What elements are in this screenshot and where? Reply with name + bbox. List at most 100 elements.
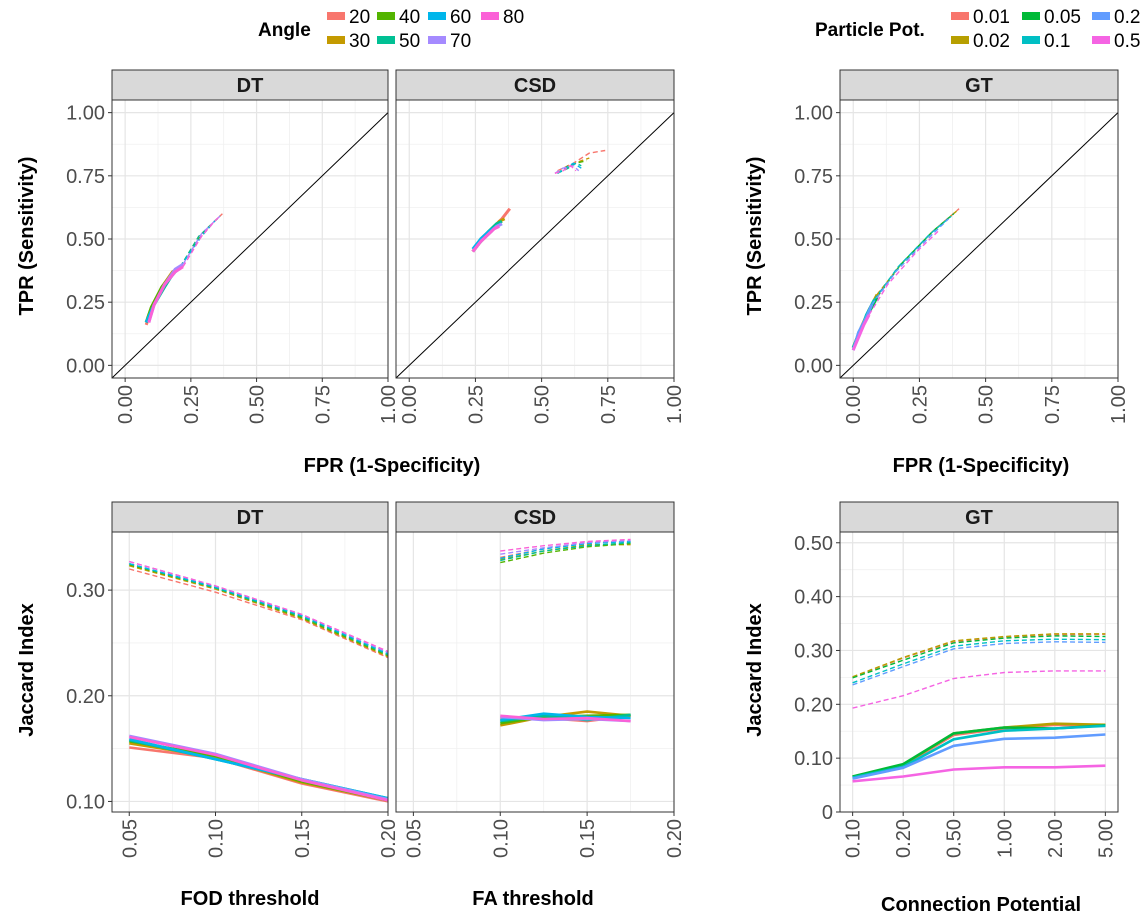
legend-particle-key: [1092, 36, 1110, 44]
legend-particle-label: 0.01: [973, 7, 1010, 28]
x-tick-label: 0.20: [893, 819, 915, 858]
y-tick-label: 0.10: [66, 791, 105, 813]
panel-border: [839, 531, 1119, 813]
strip-jac-dt: DT: [111, 501, 389, 533]
legend-angle-key: [377, 12, 395, 20]
series-line-dashed: [129, 563, 389, 655]
series-80: [147, 215, 221, 323]
strip-jac-csd-label: CSD: [514, 507, 556, 529]
strip-roc-csd-label: CSD: [514, 75, 556, 97]
y-tick-label: 0.50: [66, 229, 105, 251]
legend-angle-item-30: 30: [327, 31, 370, 52]
series-line-dashed: [852, 638, 1106, 684]
strip-roc-gt: GT: [839, 69, 1119, 101]
series-line-dashed: [876, 213, 955, 298]
strip-jac-csd: CSD: [395, 501, 675, 533]
series-line-dashed: [554, 164, 580, 174]
panel-jaccard-dt: 0.10 0.20 0.30 0.05 0.10 0.15 0.20: [66, 531, 400, 858]
x-tick-label: 0.50: [976, 385, 998, 424]
strip-jac-gt: GT: [839, 501, 1119, 533]
gridlines: [840, 100, 1119, 378]
y-tick-label: 0.10: [794, 748, 833, 770]
series-0.5: [852, 670, 1106, 783]
x-tick-label: 1.00: [994, 819, 1016, 858]
legend-angle-item-80: 80: [481, 7, 524, 28]
series-line-solid: [500, 714, 631, 723]
x-tick-label: 0.75: [1042, 385, 1064, 424]
series-line-dashed: [500, 538, 631, 552]
strip-jac-gt-label: GT: [965, 507, 993, 529]
y-tick-label: 0.20: [794, 694, 833, 716]
x-tick-label: 0.50: [247, 385, 269, 424]
x-tick-label: 0.10: [490, 819, 512, 858]
series-line-solid: [852, 733, 1106, 780]
strip-jac-dt-label: DT: [237, 507, 264, 529]
x-tick-label: 0.00: [843, 385, 865, 424]
y-tick-label: 0.25: [66, 292, 105, 314]
panel-border: [395, 99, 675, 379]
series-80: [500, 538, 631, 723]
y-tick-label: 0.30: [66, 580, 105, 602]
y-tick-label: 1.00: [66, 103, 105, 125]
series-line-dashed: [852, 641, 1106, 686]
series-line-dashed: [852, 670, 1106, 709]
series-line-dashed: [179, 215, 221, 268]
x-tick-label: 0.75: [598, 385, 620, 424]
roc-x-axis-title-right: FPR (1-Specificity): [893, 455, 1070, 477]
series-line-dashed: [500, 539, 631, 555]
x-tick-label: 2.00: [1045, 819, 1067, 858]
series-line-dashed: [500, 541, 631, 562]
diagonal-reference-line: [395, 112, 675, 379]
legend-particle-label: 0.02: [973, 31, 1010, 52]
legend-particle-label: 0.05: [1044, 7, 1081, 28]
x-tick-label: 0.10: [843, 819, 865, 858]
legend-particle-item-0.02: 0.02: [951, 31, 1010, 52]
roc-y-axis-title-right: TPR (Sensitivity): [744, 157, 766, 316]
legend-particle-key: [951, 12, 969, 20]
y-tick-label: 0: [822, 802, 833, 824]
series-line-solid: [129, 735, 389, 802]
panel-jaccard-csd: 0.05 0.10 0.15 0.20: [395, 531, 686, 858]
jaccard-x-axis-title-dt: FOD threshold: [181, 888, 320, 910]
x-tick-label: 0.00: [115, 385, 137, 424]
series-line-dashed: [873, 215, 952, 301]
legend-angle-key: [481, 12, 499, 20]
x-tick-label: 5.00: [1095, 819, 1117, 858]
panel-border: [395, 531, 675, 813]
gridlines: [396, 532, 675, 812]
series-line-dashed: [852, 633, 1106, 678]
series-line-dashed: [554, 164, 577, 174]
x-tick-label: 0.25: [909, 385, 931, 424]
y-tick-label: 0.75: [794, 166, 833, 188]
legend-angle-label: 50: [399, 31, 420, 52]
series-line-solid: [852, 764, 1106, 783]
x-tick-label: 0.20: [664, 819, 686, 858]
y-tick-label: 0.75: [66, 166, 105, 188]
legend-angle-label: 80: [503, 7, 524, 28]
series-line-dashed: [182, 215, 221, 268]
legend-angle-key: [377, 36, 395, 44]
legend-particle-key: [951, 36, 969, 44]
legend-particle-item-0.1: 0.1: [1022, 31, 1070, 52]
series-line-dashed: [129, 560, 389, 653]
legend-angle-key: [327, 12, 345, 20]
y-tick-label: 0.50: [794, 229, 833, 251]
series-line-solid: [471, 225, 500, 253]
x-tick-label: 1.00: [378, 385, 400, 424]
series-80: [129, 560, 389, 802]
plot-background: [112, 532, 388, 812]
x-tick-label: 0.75: [312, 385, 334, 424]
strip-roc-gt-label: GT: [965, 75, 993, 97]
series-line-dashed: [871, 218, 950, 306]
x-tick-label: 0.15: [577, 819, 599, 858]
legend-angle-label: 40: [399, 7, 420, 28]
legend-angle-key: [428, 12, 446, 20]
legend-angle-label: 30: [349, 31, 370, 52]
legend-particle-item-0.2: 0.2: [1092, 7, 1140, 28]
legend-particle-item-0.05: 0.05: [1022, 7, 1081, 28]
roc-x-axis-title-left: FPR (1-Specificity): [304, 455, 481, 477]
jaccard-x-axis-title-csd: FA threshold: [472, 888, 593, 910]
y-tick-label: 0.20: [66, 686, 105, 708]
legend-particle-item-0.01: 0.01: [951, 7, 1010, 28]
